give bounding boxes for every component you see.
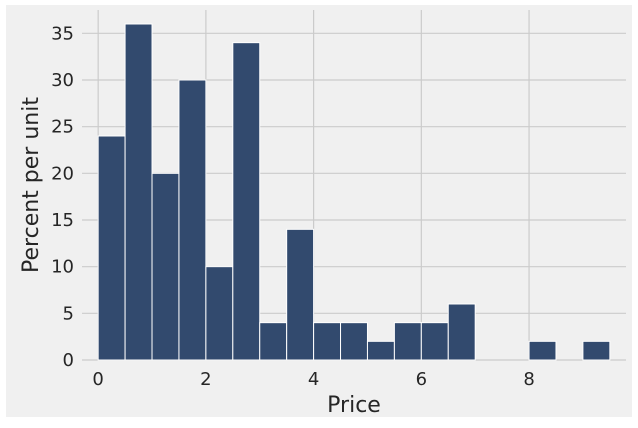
histogram-bar (528, 340, 557, 361)
histogram-bar (232, 42, 261, 361)
y-tick-label: 20 (51, 163, 74, 184)
x-tick-label: 8 (523, 369, 534, 390)
histogram-bar (340, 322, 368, 361)
y-tick-label: 25 (51, 117, 74, 138)
histogram-bar (97, 135, 126, 361)
histogram-bar (393, 322, 422, 361)
x-tick-label: 4 (308, 369, 319, 390)
histogram-bar (447, 303, 476, 361)
y-tick-label: 0 (63, 350, 74, 371)
x-axis-label: Price (327, 393, 381, 418)
y-tick-label: 35 (51, 23, 74, 44)
histogram-bar (286, 228, 315, 361)
y-tick-labels: 0 5 10 15 20 25 30 35 (51, 23, 74, 371)
y-tick-label: 5 (63, 303, 74, 324)
bars (97, 23, 611, 361)
histogram-bar (313, 322, 342, 361)
x-tick-label: 6 (416, 369, 427, 390)
y-axis-label: Percent per unit (19, 97, 44, 273)
x-tick-label: 2 (200, 369, 211, 390)
histogram-bar (205, 266, 234, 361)
histogram-bar (582, 340, 611, 361)
histogram-bar (259, 322, 288, 361)
y-tick-label: 10 (51, 257, 74, 278)
histogram-bar (178, 79, 207, 361)
x-tick-label: 0 (92, 369, 103, 390)
histogram-bar (124, 23, 153, 361)
y-tick-label: 15 (51, 210, 74, 231)
histogram-bar (151, 172, 180, 361)
histogram-bar (420, 322, 449, 361)
y-tick-label: 30 (51, 70, 74, 91)
histogram-bar (366, 340, 395, 361)
x-tick-labels: 0 2 4 6 8 (92, 369, 534, 390)
